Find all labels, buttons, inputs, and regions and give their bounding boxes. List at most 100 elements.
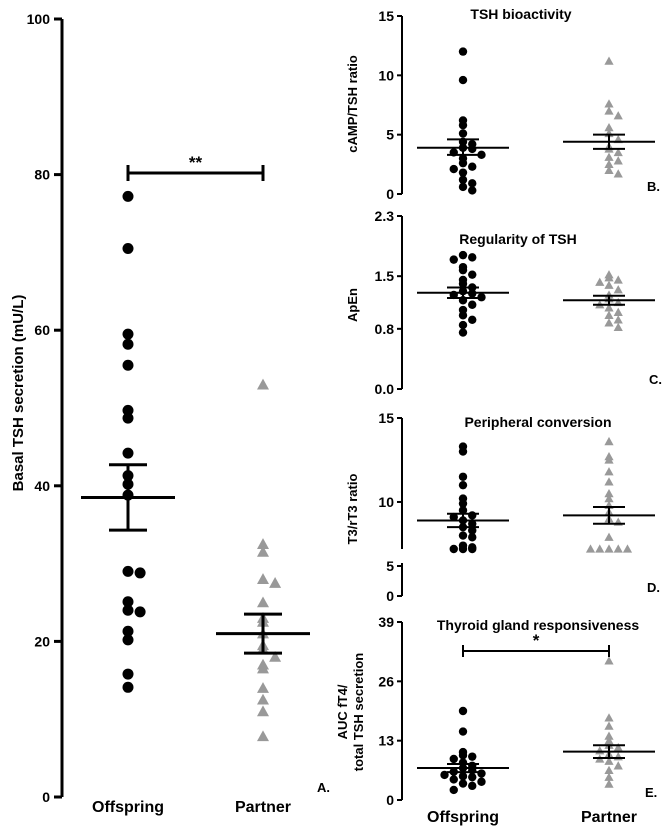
y-tick-label: 20 [34, 633, 50, 649]
data-point-offspring [123, 339, 134, 350]
y-tick-label: 15 [378, 410, 394, 426]
data-point-partner [614, 308, 623, 316]
significance-marker: ** [189, 153, 203, 172]
data-point-offspring [459, 47, 467, 55]
data-point-offspring [135, 606, 146, 617]
y-tick-label: 0 [386, 186, 394, 202]
data-point-partner [614, 156, 623, 164]
data-point-offspring [459, 727, 467, 735]
data-point-offspring [123, 634, 134, 645]
y-tick-label: 10 [378, 494, 394, 510]
data-point-offspring [468, 773, 476, 781]
data-point-partner [257, 682, 269, 693]
data-point-offspring [123, 605, 134, 616]
panel-b-title: TSH bioactivity [470, 6, 571, 22]
data-point-partner [604, 656, 613, 664]
panel-a: Basal TSH secretion (mU/L) A. 0 20 40 60 80 1… [10, 11, 330, 816]
data-point-partner [614, 544, 623, 552]
y-tick-label: 0 [386, 792, 394, 808]
data-point-partner [604, 533, 613, 541]
data-point-offspring [459, 481, 467, 489]
data-point-offspring [468, 253, 476, 261]
y-tick-label: 0 [42, 789, 50, 805]
data-point-partner [614, 761, 623, 769]
data-point-partner [614, 111, 623, 119]
data-point-offspring [450, 775, 458, 783]
data-point-offspring [468, 511, 476, 519]
data-point-partner [604, 311, 613, 319]
data-point-partner [604, 153, 613, 161]
data-point-offspring [450, 786, 458, 794]
data-point-offspring [123, 566, 134, 577]
data-point-offspring [459, 328, 467, 336]
data-point-partner [614, 275, 623, 283]
x-category-label: Offspring [427, 809, 499, 826]
y-tick-label: 2.3 [375, 208, 395, 224]
data-point-offspring [468, 270, 476, 278]
y-tick-label: 0 [386, 588, 394, 604]
data-point-offspring [123, 682, 134, 693]
panel-c-y-axis-title: ApEn [345, 288, 360, 322]
y-tick-label: 100 [27, 11, 51, 27]
data-point-offspring [123, 448, 134, 459]
panel-a-y-axis-title: Basal TSH secretion (mU/L) [10, 295, 27, 492]
data-point-offspring [459, 183, 467, 191]
data-point-partner [604, 56, 613, 64]
data-point-offspring [468, 752, 476, 760]
data-point-offspring [123, 243, 134, 254]
data-point-partner [604, 467, 613, 475]
panel-b-y-axis-title: cAMP/TSH ratio [345, 55, 360, 153]
data-point-offspring [459, 447, 467, 455]
panel-b: TSH bioactivity cAMP/TSH ratio B. 051015 [345, 6, 660, 202]
data-point-partner [614, 323, 623, 331]
data-point-offspring [459, 751, 467, 759]
data-point-partner [257, 730, 269, 741]
data-point-partner [604, 318, 613, 326]
data-point-partner [614, 169, 623, 177]
data-point-partner [604, 99, 613, 107]
y-tick-label: 10 [378, 67, 394, 83]
data-point-partner [257, 573, 269, 584]
data-point-partner [614, 285, 623, 293]
x-category-label: Partner [581, 809, 637, 826]
data-point-offspring [459, 129, 467, 137]
data-point-offspring [468, 545, 476, 553]
data-point-offspring [468, 163, 476, 171]
data-point-offspring [450, 545, 458, 553]
data-point-partner [595, 278, 604, 286]
data-point-offspring [450, 255, 458, 263]
data-point-partner [614, 752, 623, 760]
data-point-offspring [477, 769, 485, 777]
data-point-offspring [459, 707, 467, 715]
panel-c-label: C. [649, 372, 662, 387]
data-point-offspring [450, 165, 458, 173]
data-point-partner [604, 281, 613, 289]
data-point-offspring [459, 266, 467, 274]
data-point-offspring [459, 311, 467, 319]
y-tick-label: 1.5 [375, 268, 395, 284]
data-point-partner [257, 694, 269, 705]
y-tick-label: 80 [34, 167, 50, 183]
panel-a-label: A. [317, 780, 330, 795]
x-category-label: Partner [235, 799, 291, 816]
data-point-partner [604, 721, 613, 729]
y-tick-label: 40 [34, 478, 50, 494]
data-point-offspring [459, 772, 467, 780]
data-point-partner [595, 544, 604, 552]
data-point-offspring [468, 533, 476, 541]
y-tick-label: 0.8 [375, 321, 395, 337]
y-tick-label: 5 [386, 558, 394, 574]
data-point-offspring [123, 329, 134, 340]
data-point-offspring [459, 779, 467, 787]
data-point-partner [604, 477, 613, 485]
data-point-partner [604, 544, 613, 552]
panel-e-label: E. [645, 785, 657, 800]
data-point-offspring [459, 321, 467, 329]
data-point-partner [604, 437, 613, 445]
x-category-label: Offspring [92, 799, 164, 816]
panel-e-y-axis-title-line1: AUC fT4/ [335, 684, 350, 739]
data-point-offspring [468, 316, 476, 324]
panel-d-title: Peripheral conversion [464, 414, 611, 430]
panel-c-title: Regularity of TSH [459, 231, 576, 247]
